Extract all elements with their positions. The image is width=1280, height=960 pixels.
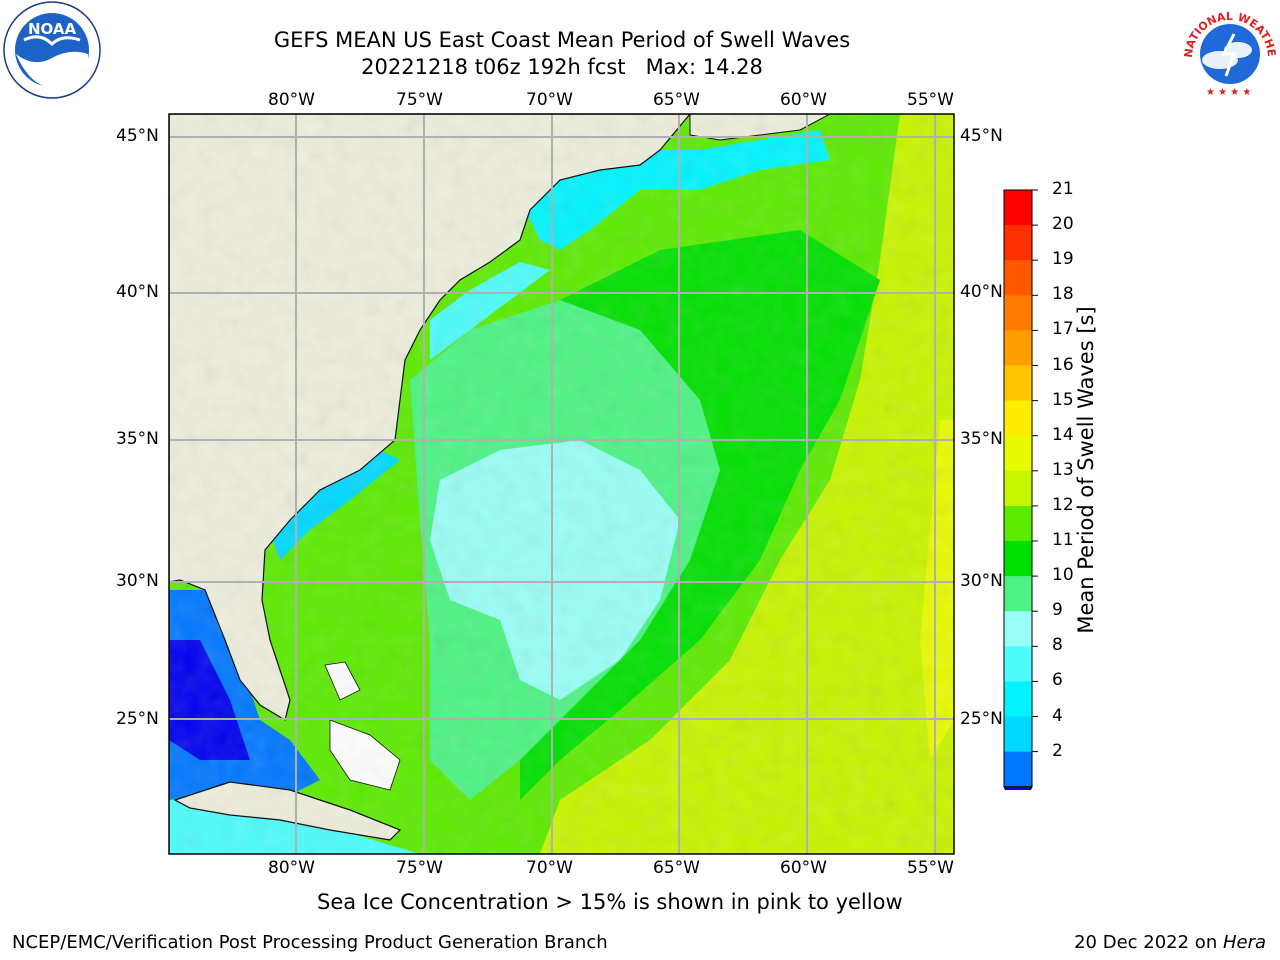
lon-label-bottom-55w: 55°W [907, 858, 954, 878]
lon-label-bottom-70w: 70°W [526, 858, 573, 878]
colorbar-tick-label: 6 [1052, 670, 1063, 691]
colorbar [1003, 189, 1038, 790]
lon-label-bottom-65w: 65°W [653, 858, 700, 878]
colorbar-bin-19-20 [1004, 260, 1032, 296]
lat-label-right-35n: 35°N [960, 429, 1003, 449]
svg-text:★ ★ ★ ★: ★ ★ ★ ★ [1206, 87, 1251, 98]
map-title: GEFS MEAN US East Coast Mean Period of S… [273, 28, 851, 52]
colorbar-bin-16-17 [1004, 365, 1032, 402]
colorbar-tick-label: 2 [1052, 740, 1063, 761]
colorbar-bin-11-12 [1004, 541, 1032, 577]
lon-label-top-75w: 75°W [396, 90, 443, 110]
footer-credit: NCEP/EMC/Verification Post Processing Pr… [12, 932, 608, 953]
lat-label-left-45n: 45°N [116, 126, 159, 146]
colorbar-bin-2-4 [1004, 751, 1032, 788]
lat-label-right-30n: 30°N [960, 571, 1003, 591]
colorbar-tick-label: 18 [1052, 284, 1074, 305]
colorbar-tick-label: 19 [1052, 249, 1074, 270]
colorbar-tick-label: 4 [1052, 705, 1063, 726]
colorbar-bin-20-21 [1004, 225, 1032, 261]
colorbar-tick-label: 16 [1052, 354, 1074, 375]
colorbar-bin-6-8 [1004, 681, 1032, 717]
map-frame [168, 113, 955, 855]
lon-label-bottom-60w: 60°W [780, 858, 827, 878]
colorbar-tick-label: 14 [1052, 424, 1074, 445]
lat-label-right-45n: 45°N [960, 126, 1003, 146]
colorbar-bin-15-16 [1004, 400, 1032, 437]
texture-overlay [169, 114, 954, 854]
colorbar-tick-label: 12 [1052, 494, 1074, 515]
colorbar-label: Mean Period of Swell Waves [s] [1074, 306, 1098, 634]
colorbar-tick-label: 17 [1052, 319, 1074, 340]
lon-label-top-70w: 70°W [526, 90, 573, 110]
lat-label-left-25n: 25°N [116, 709, 159, 729]
sea-ice-note: Sea Ice Concentration > 15% is shown in … [317, 890, 903, 914]
lon-label-top-60w: 60°W [780, 90, 827, 110]
colorbar-tick-label: 8 [1052, 635, 1063, 656]
graticule [169, 114, 954, 854]
colorbar-tick-label: 20 [1052, 214, 1074, 235]
colorbar-bin-14-15 [1004, 435, 1032, 472]
colorbar-bin-10-11 [1004, 576, 1032, 612]
noaa-logo: NOAA [3, 1, 101, 99]
colorbar-tick-label: 9 [1052, 600, 1063, 621]
colorbar-bin-12-13 [1004, 505, 1032, 542]
lon-label-bottom-75w: 75°W [396, 858, 443, 878]
colorbar-tick-label: 21 [1052, 179, 1074, 199]
lon-label-top-65w: 65°W [653, 90, 700, 110]
colorbar-tick-label: 10 [1052, 565, 1074, 586]
footer-date-text: 20 Dec 2022 on [1074, 932, 1223, 953]
lon-label-top-80w: 80°W [268, 90, 315, 110]
lat-label-right-40n: 40°N [960, 282, 1003, 302]
colorbar-bin-18-19 [1004, 295, 1032, 331]
lat-label-left-30n: 30°N [116, 571, 159, 591]
colorbar-bin-17-18 [1004, 330, 1032, 366]
colorbar-frame [1003, 189, 1033, 788]
lon-label-top-55w: 55°W [907, 90, 954, 110]
footer-date: 20 Dec 2022 on Hera [1074, 932, 1266, 953]
colorbar-bin-9-10 [1004, 611, 1032, 647]
lat-label-left-35n: 35°N [116, 429, 159, 449]
colorbar-tick-label: 13 [1052, 459, 1074, 480]
nws-logo: NATIONAL WEATHER SERVICE ★ ★ ★ ★ [1176, 0, 1278, 98]
noaa-text: NOAA [28, 20, 77, 38]
lat-label-left-40n: 40°N [116, 282, 159, 302]
colorbar-bin-4-6 [1004, 716, 1032, 753]
map-subtitle: 20221218 t06z 192h fcst Max: 14.28 [361, 55, 763, 79]
lon-label-bottom-80w: 80°W [268, 858, 315, 878]
colorbar-tick-label: 11 [1052, 530, 1074, 550]
lat-label-right-25n: 25°N [960, 709, 1003, 729]
colorbar-bin-21-22 [1004, 190, 1032, 226]
colorbar-tick-label: 15 [1052, 389, 1074, 410]
colorbar-bin-8-9 [1004, 646, 1032, 682]
colorbar-bin-13-14 [1004, 470, 1032, 507]
footer-host: Hera [1222, 932, 1266, 953]
